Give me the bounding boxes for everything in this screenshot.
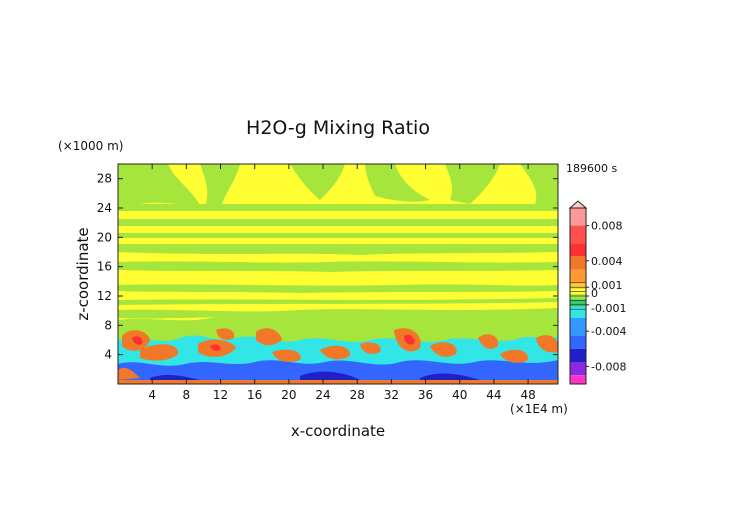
y-axis-label: z-coordinate [74, 227, 92, 320]
colorbar-band [570, 243, 586, 257]
colorbar-extend-arrow [568, 200, 588, 209]
colorbar-tick-label: 0.004 [591, 255, 623, 268]
colorbar-band [570, 299, 586, 307]
y-tick-label: 24 [97, 201, 112, 215]
colorbar-tick-label: -0.001 [591, 302, 626, 315]
chart-title: H2O-g Mixing Ratio [246, 117, 430, 139]
x-unit-label: (×1E4 m) [510, 402, 568, 416]
plot-frame [117, 163, 559, 385]
colorbar-band [570, 375, 586, 384]
colorbar-band [570, 282, 586, 289]
y-tick-label: 28 [97, 172, 112, 186]
x-tick-label: 32 [384, 388, 399, 402]
x-axis-label: x-coordinate [291, 422, 385, 440]
x-tick-label: 24 [315, 388, 330, 402]
colorbar-band [570, 318, 586, 336]
colorbar-band [570, 348, 586, 362]
y-tick-label: 4 [104, 348, 112, 362]
x-tick-label: 4 [148, 388, 156, 402]
y-tick-label: 16 [97, 260, 112, 274]
x-tick-label: 28 [350, 388, 365, 402]
x-tick-label: 16 [247, 388, 262, 402]
heatmap-field [118, 164, 558, 384]
colorbar-band [570, 256, 586, 270]
y-tick-label: 12 [97, 289, 112, 303]
time-label: 189600 s [566, 162, 617, 175]
colorbar-tick-label: -0.008 [591, 360, 626, 373]
x-tick-label: 12 [213, 388, 228, 402]
x-tick-label: 48 [520, 388, 535, 402]
colorbar-band [570, 362, 586, 376]
colorbar-tick-label: 0 [591, 287, 598, 300]
x-tick-label: 44 [486, 388, 501, 402]
colorbar-tick-label: -0.004 [591, 325, 626, 338]
y-tick-label: 8 [104, 318, 112, 332]
colorbar-tick-label: 0.001 [591, 279, 623, 292]
colorbar-band [570, 294, 586, 300]
colorbar-tick-label: 0.008 [591, 220, 623, 233]
x-tick-label: 40 [452, 388, 467, 402]
y-tick-label: 20 [97, 230, 112, 244]
y-unit-label: (×1000 m) [58, 139, 123, 153]
upper-green-structures [118, 164, 558, 321]
x-tick-label: 20 [281, 388, 296, 402]
x-tick-label: 36 [418, 388, 433, 402]
x-tick-label: 8 [183, 388, 191, 402]
colorbar-band [570, 208, 586, 226]
colorbar-band [570, 269, 586, 283]
colorbar-band [570, 335, 586, 349]
x-axis: 4 8 12 16 20 24 28 32 36 40 44 48 [148, 164, 536, 402]
strong-warm-cores [132, 334, 415, 351]
y-axis: 4 8 12 16 20 24 28 [97, 172, 558, 362]
colorbar-band [570, 225, 586, 244]
colorbar-band [570, 306, 586, 318]
